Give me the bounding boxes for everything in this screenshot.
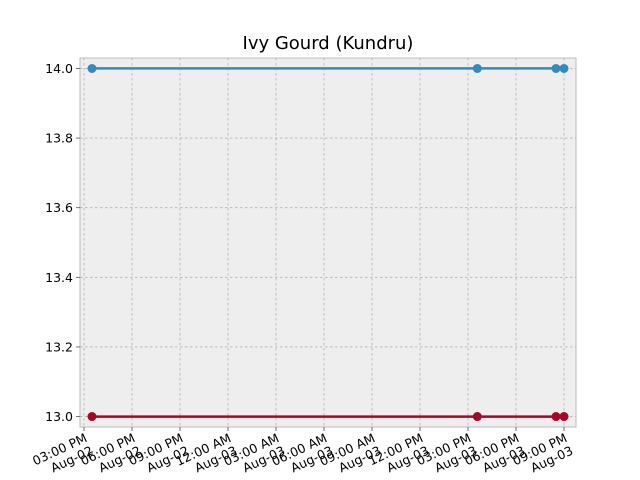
- x-tick-label: 03:00 PMAug-03: [414, 430, 479, 480]
- data-point: [87, 63, 97, 73]
- data-point: [551, 63, 561, 73]
- y-tick-label: 13.8: [45, 131, 73, 146]
- y-tick-label: 13.0: [45, 409, 73, 424]
- chart-title: Ivy Gourd (Kundru): [243, 33, 414, 54]
- y-tick-label: 14.0: [45, 61, 73, 76]
- data-point: [559, 412, 569, 422]
- data-point: [472, 63, 482, 73]
- plot-area: [79, 57, 577, 428]
- y-tick-label: 13.2: [45, 339, 73, 354]
- data-point: [559, 63, 569, 73]
- data-point: [472, 412, 482, 422]
- data-point: [87, 412, 97, 422]
- series-layer: [87, 63, 569, 422]
- y-tick-label: 13.4: [45, 270, 73, 285]
- data-point: [551, 412, 561, 422]
- y-tick-label: 13.6: [45, 200, 73, 215]
- series-2: [87, 412, 569, 422]
- series-1: [87, 63, 569, 73]
- x-tick-label: 09:00 PMAug-03: [510, 430, 575, 480]
- grid: [80, 58, 576, 427]
